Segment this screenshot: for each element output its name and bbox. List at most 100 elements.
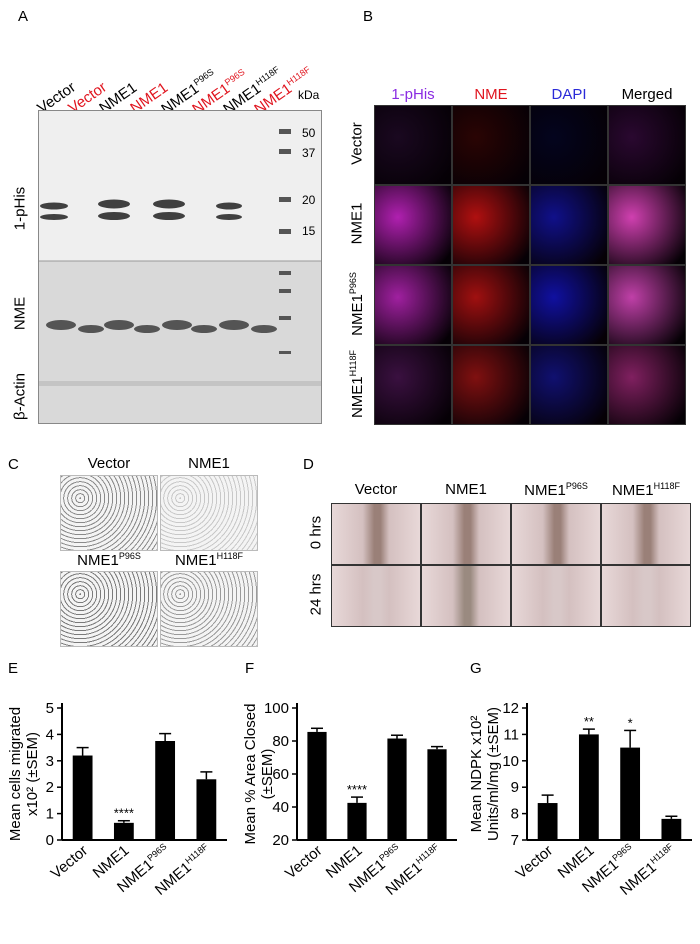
transwell-label: NME1P96S bbox=[60, 551, 158, 569]
fluorescence-tile bbox=[374, 105, 452, 185]
panel-label-c: C bbox=[8, 456, 19, 473]
wound-column-header-text: NME1 bbox=[445, 481, 487, 498]
transwell-label-text: NME1H118F bbox=[174, 551, 244, 569]
y-tick-label: 20 bbox=[272, 832, 289, 849]
bar bbox=[537, 803, 558, 840]
fluorescence-tile bbox=[608, 265, 686, 345]
y-tick-label: 0 bbox=[46, 832, 54, 849]
kda-label: kDa bbox=[298, 88, 320, 102]
y-tick-label: 100 bbox=[264, 700, 289, 717]
transwell-label-text: NME1P96S bbox=[77, 551, 141, 569]
transwell-label: NME1 bbox=[160, 455, 258, 472]
bar-chart-cells-migrated: 0 1 2 3 4 5 Mean cells migrated x10² (±SEM) Vect… bbox=[7, 700, 227, 899]
wound-column-header-text: NME1H118F bbox=[611, 481, 681, 499]
panel-label-f: F bbox=[245, 660, 255, 677]
fluorescence-tile bbox=[374, 345, 452, 425]
bar bbox=[620, 747, 641, 840]
fluorescence-tile bbox=[374, 185, 452, 265]
bar bbox=[113, 822, 134, 840]
row-label: NME1H118F bbox=[348, 344, 366, 424]
wound-image bbox=[331, 565, 421, 627]
fluorescence-tile bbox=[452, 345, 530, 425]
fluorescence-tile bbox=[530, 105, 608, 185]
transwell-image bbox=[160, 475, 258, 551]
bar bbox=[661, 818, 682, 840]
wound-column-header: NME1H118F bbox=[601, 481, 691, 499]
transwell-label: Vector bbox=[60, 455, 158, 472]
y-axis-label: Mean NDPK x10² bbox=[468, 716, 485, 833]
row-label-text: NME1H118F bbox=[348, 349, 366, 419]
fluorescence-tile bbox=[374, 265, 452, 345]
y-tick-label: 1 bbox=[46, 806, 54, 823]
fluorescence-tile bbox=[530, 265, 608, 345]
y-tick-label: 5 bbox=[46, 700, 54, 717]
row-label-text: NME1 bbox=[348, 202, 366, 245]
wound-column-header: NME1 bbox=[421, 481, 511, 498]
wound-image bbox=[511, 565, 601, 627]
transwell-image bbox=[60, 475, 158, 551]
y-axis-label: Mean cells migrated bbox=[7, 707, 24, 841]
panel-label-b: B bbox=[363, 8, 374, 25]
transwell-label-text: NME1 bbox=[188, 455, 230, 472]
y-tick-label: 8 bbox=[511, 806, 519, 823]
wound-column-header-text: NME1P96S bbox=[524, 481, 588, 499]
fluorescence-tile bbox=[608, 345, 686, 425]
row-label-nme: NME bbox=[11, 296, 29, 331]
fluorescence-tile bbox=[530, 345, 608, 425]
panel-label-d: D bbox=[303, 456, 314, 473]
wound-row-label: 0 hrs bbox=[307, 515, 325, 550]
bar bbox=[578, 734, 599, 840]
column-header: DAPI bbox=[551, 86, 587, 103]
significance-marker: **** bbox=[347, 782, 367, 797]
transwell-label-text: Vector bbox=[87, 455, 131, 472]
bar bbox=[347, 802, 367, 840]
significance-marker: **** bbox=[114, 806, 134, 821]
row-label-text: NME1P96S bbox=[348, 272, 366, 336]
wound-image bbox=[421, 565, 511, 627]
marker-37: 37 bbox=[302, 146, 316, 160]
transwell-label: NME1H118F bbox=[160, 551, 258, 569]
wound-image bbox=[511, 503, 601, 565]
fluorescence-tile bbox=[452, 185, 530, 265]
y-tick-label: 40 bbox=[272, 799, 289, 816]
marker-20: 20 bbox=[302, 193, 316, 207]
y-axis-label: Units/ml/mg (±SEM) bbox=[485, 707, 502, 841]
row-label-1phis: 1-pHis bbox=[11, 186, 29, 231]
bar bbox=[72, 755, 93, 840]
bar bbox=[387, 738, 407, 840]
y-tick-label: 9 bbox=[511, 779, 519, 796]
significance-marker: * bbox=[628, 715, 633, 730]
wound-column-header: NME1P96S bbox=[511, 481, 601, 499]
y-tick-label: 10 bbox=[502, 753, 519, 770]
y-tick-label: 4 bbox=[46, 726, 54, 743]
row-label-actin: β-Actin bbox=[11, 373, 29, 420]
row-label: NME1P96S bbox=[348, 264, 366, 344]
y-axis-label: (±SEM) bbox=[259, 749, 276, 800]
y-tick-label: 11 bbox=[503, 726, 519, 743]
immunofluorescence-grid bbox=[374, 105, 686, 425]
panel-label-a: A bbox=[18, 8, 29, 25]
transwell-image bbox=[160, 571, 258, 647]
y-axis-label: Mean % Area Closed bbox=[242, 704, 259, 845]
marker-50: 50 bbox=[302, 126, 316, 140]
x-tick-label: Vector bbox=[513, 842, 557, 882]
wound-column-header-text: Vector bbox=[354, 481, 398, 498]
y-tick-label: 80 bbox=[272, 733, 289, 750]
wound-image bbox=[331, 503, 421, 565]
bar bbox=[196, 779, 217, 840]
panel-label-g: G bbox=[470, 660, 482, 677]
bar bbox=[427, 749, 447, 840]
fluorescence-tile bbox=[608, 185, 686, 265]
column-header: 1-pHis bbox=[391, 86, 435, 103]
bar bbox=[307, 731, 327, 840]
y-tick-label: 7 bbox=[511, 832, 519, 849]
fluorescence-tile bbox=[530, 185, 608, 265]
y-tick-label: 2 bbox=[46, 779, 54, 796]
wound-row-label: 24 hrs bbox=[307, 573, 325, 616]
column-header: NME bbox=[474, 86, 508, 103]
row-label-text: Vector bbox=[348, 122, 366, 165]
wound-image bbox=[601, 565, 691, 627]
western-blot-image bbox=[39, 111, 321, 423]
row-label: Vector bbox=[349, 104, 366, 184]
